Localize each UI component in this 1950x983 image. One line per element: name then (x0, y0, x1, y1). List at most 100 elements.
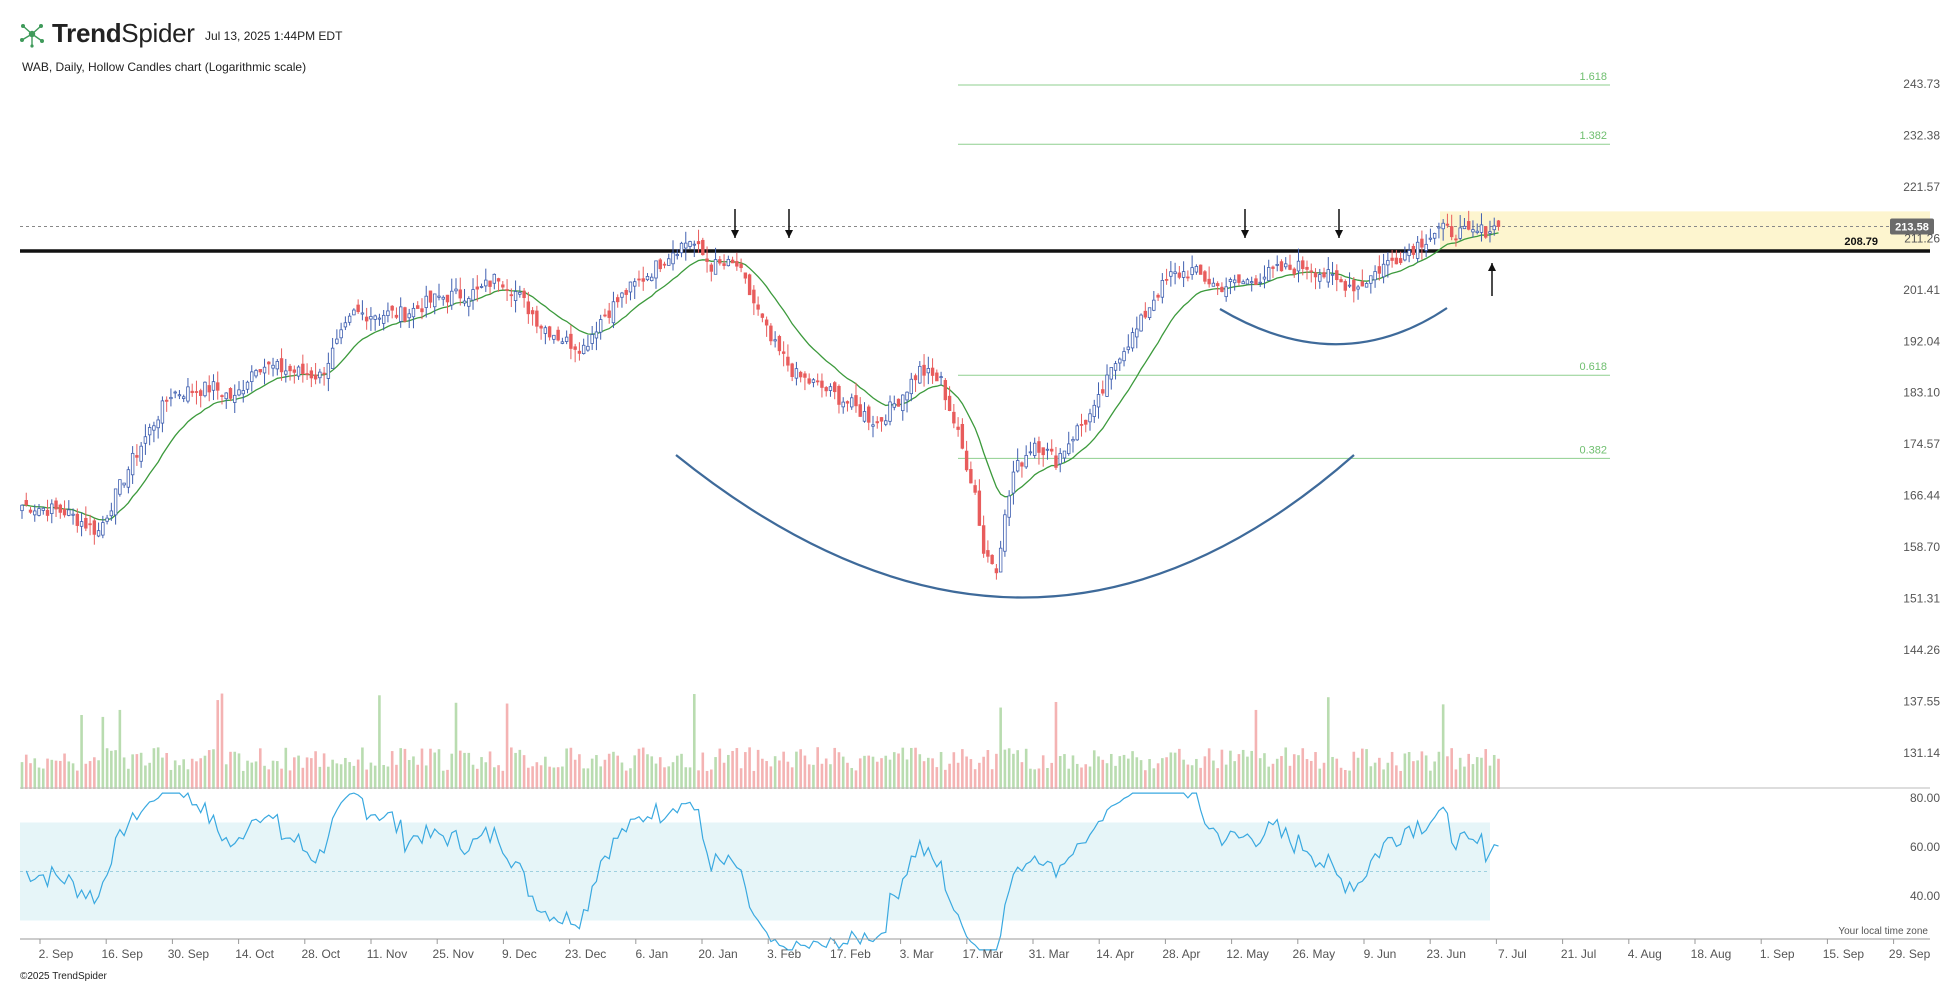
candle-body (67, 509, 71, 516)
candle-body (1135, 328, 1139, 338)
candle-body (194, 391, 199, 393)
volume-bar (1458, 757, 1462, 789)
volume-bar (752, 770, 756, 789)
volume-bar (556, 767, 560, 789)
volume-bar (327, 766, 330, 789)
volume-bar (399, 748, 402, 789)
candle-body (735, 261, 739, 267)
volume-bar (884, 755, 888, 789)
candle-body (654, 260, 658, 279)
candle-body (1118, 358, 1122, 364)
candle-body (794, 368, 799, 379)
candle-body (356, 304, 360, 313)
volume-bar (501, 770, 505, 789)
candle-body (1390, 257, 1394, 261)
volume-bar (339, 764, 343, 789)
volume-bar (769, 766, 773, 789)
volume-bar (190, 758, 194, 789)
candle-body (1092, 404, 1096, 417)
volume-bar (701, 752, 705, 789)
volume-bar (1122, 754, 1126, 789)
volume-bar (237, 753, 241, 789)
candle-body (1156, 294, 1160, 298)
volume-bar (646, 754, 649, 789)
volume-bar (454, 702, 458, 789)
volume-bar (80, 714, 83, 789)
y-axis-tick-label: 232.38 (1903, 128, 1940, 142)
volume-bar (1433, 761, 1436, 789)
volume-bar (1288, 765, 1292, 789)
y-axis-tick-label: 151.31 (1903, 592, 1940, 606)
y-axis-tick-label: 131.14 (1903, 746, 1940, 760)
candle-body (658, 259, 662, 270)
cup-arc (675, 454, 1355, 599)
volume-bar (1199, 767, 1202, 789)
candle-body (539, 325, 543, 329)
candle-body (1407, 250, 1411, 257)
candle-body (1237, 274, 1241, 283)
volume-bar (424, 765, 428, 789)
volume-bar (1041, 755, 1045, 789)
volume-bar (93, 757, 96, 789)
candle-body (1373, 271, 1377, 281)
candle-body (1415, 241, 1420, 259)
candle-body (650, 276, 654, 282)
volume-bar (573, 759, 577, 789)
candle-body (798, 371, 803, 378)
volume-bar (1378, 757, 1381, 789)
candle-body (679, 242, 684, 254)
volume-bar (1356, 757, 1360, 789)
volume-bar (807, 764, 811, 789)
volume-bar (1012, 753, 1015, 789)
volume-bar (909, 747, 913, 789)
volume-bar (493, 767, 496, 789)
candle-body (990, 554, 994, 565)
volume-bar (122, 757, 126, 789)
timezone-note[interactable]: Your local time zone (1838, 926, 1928, 937)
volume-bar (1365, 749, 1368, 789)
volume-bar (322, 753, 326, 789)
candle-body (224, 392, 228, 400)
volume-bar (276, 761, 279, 789)
x-axis-tick-label: 6. Jan (635, 947, 668, 961)
candle-body (322, 372, 326, 375)
volume-bar (1492, 754, 1496, 789)
candle-body (1352, 279, 1356, 292)
volume-bar (1118, 756, 1122, 789)
volume-bar (1080, 767, 1083, 789)
volume-bar (361, 747, 364, 789)
volume-bar (1271, 763, 1275, 789)
volume-bar (110, 750, 113, 789)
candle-body (556, 329, 560, 341)
candle-body (1335, 270, 1339, 281)
candle-body (543, 327, 548, 334)
candle-body (569, 333, 573, 349)
candle-body (211, 381, 216, 391)
y-axis-tick-label: 158.70 (1903, 540, 1940, 554)
resistance-touch-arrow-head (1335, 230, 1343, 238)
volume-bar (858, 758, 862, 789)
candle-body (1011, 471, 1016, 494)
volume-bar (1403, 753, 1407, 789)
volume-bar (229, 751, 232, 789)
candle-body (305, 373, 309, 375)
volume-bar (918, 754, 922, 789)
volume-bar (1144, 770, 1147, 789)
x-axis-tick-label: 14. Apr (1096, 947, 1134, 961)
volume-bar (407, 759, 411, 789)
volume-bar (1054, 701, 1058, 789)
volume-bar (841, 756, 845, 789)
volume-bar (846, 762, 849, 789)
candle-body (437, 295, 441, 298)
x-axis-tick-label: 23. Jun (1427, 947, 1466, 961)
candle-body (1301, 260, 1305, 270)
volume-bar (961, 749, 964, 789)
volume-bar (41, 768, 45, 789)
candle-body (228, 388, 233, 399)
highlight-zone-layer (1440, 211, 1930, 252)
candle-body (1313, 272, 1318, 278)
volume-bar (1037, 768, 1041, 789)
moving-average-layer (22, 232, 1499, 521)
candle-body (841, 401, 845, 408)
